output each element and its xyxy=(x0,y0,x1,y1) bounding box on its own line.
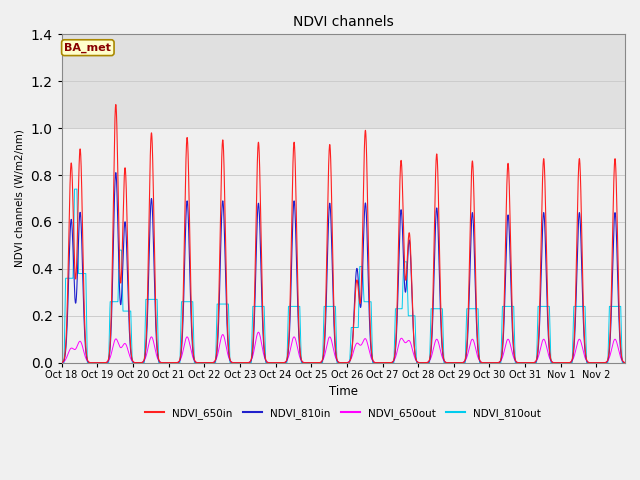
Line: NDVI_650in: NDVI_650in xyxy=(61,105,625,363)
NDVI_810in xyxy=(547,358,555,364)
NDVI_650out xyxy=(255,329,262,335)
X-axis label: Time: Time xyxy=(329,385,358,398)
NDVI_810in xyxy=(563,360,571,366)
NDVI_650in xyxy=(311,360,319,366)
Bar xyxy=(61,35,625,128)
NDVI_810in xyxy=(620,360,628,365)
NDVI_810in xyxy=(58,360,65,365)
NDVI_810in xyxy=(614,263,621,268)
Line: NDVI_650out: NDVI_650out xyxy=(61,332,625,363)
NDVI_810out xyxy=(620,360,628,366)
NDVI_650out xyxy=(311,360,319,366)
NDVI_650in xyxy=(58,360,65,365)
Y-axis label: NDVI channels (W/m2/nm): NDVI channels (W/m2/nm) xyxy=(15,130,25,267)
NDVI_810out xyxy=(621,360,629,366)
Line: NDVI_810in: NDVI_810in xyxy=(61,173,625,363)
NDVI_650in xyxy=(112,102,120,108)
NDVI_650out xyxy=(621,360,629,365)
Title: NDVI channels: NDVI channels xyxy=(293,15,394,29)
Legend: NDVI_650in, NDVI_810in, NDVI_650out, NDVI_810out: NDVI_650in, NDVI_810in, NDVI_650out, NDV… xyxy=(141,404,545,423)
NDVI_810in xyxy=(112,170,120,176)
NDVI_810out xyxy=(417,360,425,366)
NDVI_650out xyxy=(547,358,555,364)
NDVI_810in xyxy=(621,360,629,365)
NDVI_650out xyxy=(94,360,102,366)
NDVI_650out xyxy=(614,342,621,348)
NDVI_650in xyxy=(547,358,555,363)
NDVI_650in xyxy=(614,228,621,233)
NDVI_650out xyxy=(563,360,571,366)
NDVI_810out xyxy=(58,360,65,366)
NDVI_650in xyxy=(563,360,571,366)
NDVI_810out xyxy=(563,360,571,366)
NDVI_650out xyxy=(620,359,628,365)
NDVI_810out xyxy=(70,186,78,192)
NDVI_810in xyxy=(522,360,530,366)
NDVI_650in xyxy=(486,360,494,366)
NDVI_650in xyxy=(417,360,425,366)
NDVI_650out xyxy=(417,360,425,366)
NDVI_810out xyxy=(547,360,555,366)
NDVI_810in xyxy=(311,360,319,366)
NDVI_650out xyxy=(58,360,65,365)
NDVI_650in xyxy=(621,360,629,365)
NDVI_650in xyxy=(620,360,628,365)
NDVI_810in xyxy=(417,360,425,366)
NDVI_810out xyxy=(311,360,319,366)
NDVI_810out xyxy=(614,303,621,309)
Line: NDVI_810out: NDVI_810out xyxy=(61,189,625,363)
Text: BA_met: BA_met xyxy=(65,43,111,53)
